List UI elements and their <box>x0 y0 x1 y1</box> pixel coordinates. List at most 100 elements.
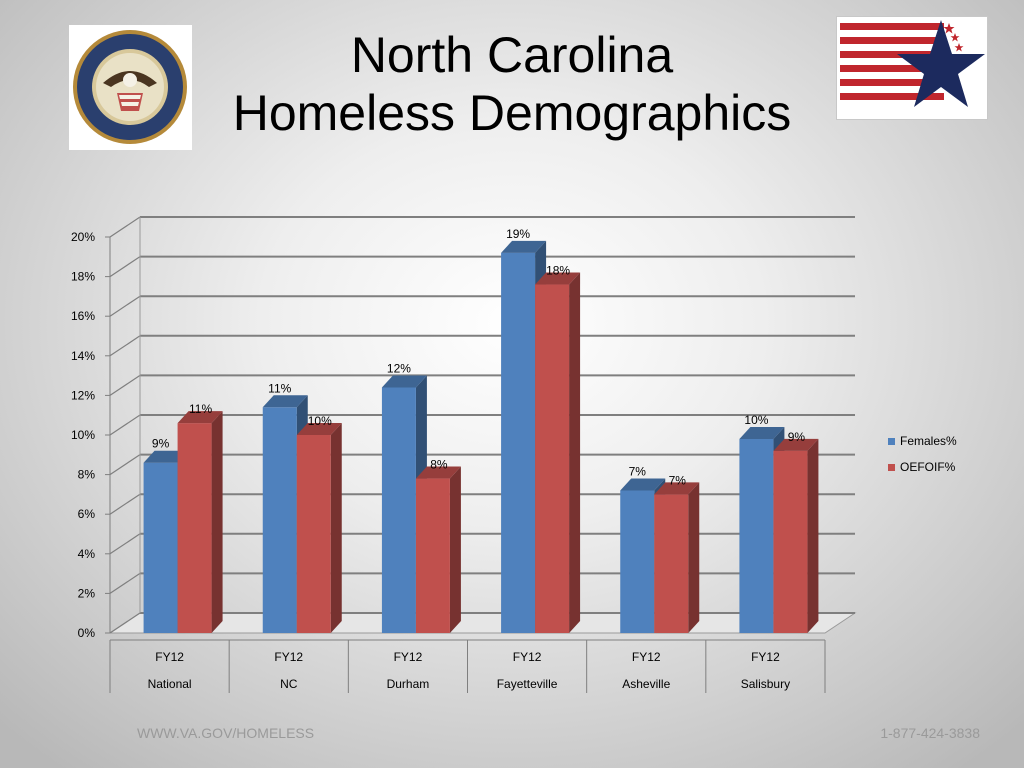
title-line-1: North Carolina <box>350 27 674 83</box>
title-line-2: Homeless Demographics <box>232 85 792 141</box>
data-label: 10% <box>744 413 768 427</box>
bar-top <box>773 438 819 451</box>
y-tick-label: 0% <box>78 626 96 640</box>
x-tick-label-year: FY12 <box>155 650 184 664</box>
x-tick-label-location: Durham <box>387 677 430 691</box>
bar-front <box>535 284 570 633</box>
y-tick-label: 6% <box>78 507 96 521</box>
y-tick-label: 12% <box>71 388 95 402</box>
y-tick-label: 2% <box>78 586 96 600</box>
gridline-depth <box>109 454 141 476</box>
data-label: 19% <box>506 227 530 241</box>
bar <box>535 272 581 633</box>
va-seal-icon <box>73 30 187 144</box>
data-label: 8% <box>430 458 448 472</box>
x-tick-label-location: Salisbury <box>741 677 790 691</box>
bar-top <box>415 466 461 479</box>
footer-phone: 1-877-424-3838 <box>880 725 980 741</box>
x-tick-label-location: NC <box>280 677 298 691</box>
legend-swatch-oefoif <box>888 463 895 471</box>
bar-top <box>143 450 189 463</box>
bar-front <box>415 478 450 633</box>
y-tick-label: 20% <box>71 230 95 244</box>
gridline-depth <box>109 493 141 515</box>
y-tick-label: 10% <box>71 428 95 442</box>
bar-side <box>211 411 223 633</box>
data-label: 7% <box>669 473 687 487</box>
bar-top <box>296 423 342 435</box>
legend-item-oefoif: OEFOIF% <box>888 454 957 480</box>
gridline-depth <box>109 612 141 634</box>
bar-front <box>739 438 774 633</box>
x-tick-label-year: FY12 <box>513 650 542 664</box>
bar-front <box>381 387 416 633</box>
bar-top <box>381 375 427 388</box>
data-label: 12% <box>387 361 411 375</box>
data-label: 11% <box>268 381 291 395</box>
bar-front <box>177 423 212 633</box>
bar-side <box>807 438 819 633</box>
data-label: 9% <box>788 430 806 444</box>
chart-legend: Females% OEFOIF% <box>888 428 957 480</box>
y-tick-label: 4% <box>78 547 96 561</box>
bar <box>415 466 461 633</box>
bar-top <box>177 411 223 424</box>
y-tick-label: 16% <box>71 309 95 323</box>
visn-six-logo <box>836 16 988 120</box>
bar-front <box>654 494 689 633</box>
x-tick-label-year: FY12 <box>632 650 661 664</box>
gridline-depth <box>109 414 141 436</box>
bar <box>177 411 223 633</box>
x-tick-label-location: National <box>148 677 192 691</box>
bar-top <box>501 240 547 253</box>
bar <box>773 438 819 633</box>
y-tick-label: 8% <box>78 468 96 482</box>
gridline-depth <box>109 374 141 396</box>
legend-swatch-females <box>888 437 895 445</box>
data-label: 7% <box>629 464 647 478</box>
bar-side <box>449 466 461 633</box>
bar <box>381 375 427 633</box>
bar-front <box>143 462 178 633</box>
data-label: 10% <box>308 414 332 428</box>
legend-label-females: Females% <box>900 434 957 448</box>
bar-front <box>773 450 808 633</box>
footer-website: WWW.VA.GOV/HOMELESS <box>137 725 315 741</box>
gridline-depth <box>109 256 141 278</box>
bar-side <box>688 482 700 633</box>
gridline-depth <box>109 216 141 238</box>
bar-top <box>654 482 700 495</box>
bar-front <box>296 435 331 633</box>
gridline-depth <box>109 335 141 357</box>
visn-star-flag-icon <box>840 20 985 107</box>
data-label: 11% <box>189 402 212 416</box>
bar-top <box>535 272 581 285</box>
slide-title: North Carolina Homeless Demographics <box>180 26 844 142</box>
y-tick-label: 18% <box>71 270 95 284</box>
bar-side <box>330 423 342 633</box>
legend-label-oefoif: OEFOIF% <box>900 460 956 474</box>
x-tick-label-year: FY12 <box>274 650 303 664</box>
bar-top <box>739 426 785 439</box>
x-tick-label-year: FY12 <box>394 650 423 664</box>
bar-front <box>262 407 297 633</box>
bar-top <box>620 478 666 491</box>
y-tick-label: 14% <box>71 349 95 363</box>
bar <box>654 482 700 633</box>
legend-item-females: Females% <box>888 428 957 454</box>
bar <box>296 423 342 633</box>
bar-side <box>569 272 581 633</box>
bar-front <box>501 252 536 633</box>
va-seal-logo <box>69 25 192 150</box>
bar-front <box>620 490 655 633</box>
x-tick-label-year: FY12 <box>751 650 780 664</box>
x-tick-label-location: Asheville <box>622 677 670 691</box>
gridline-depth <box>109 572 141 594</box>
data-label: 9% <box>152 437 170 451</box>
data-label: 18% <box>546 264 570 278</box>
gridline-depth <box>109 295 141 317</box>
x-tick-label-location: Fayetteville <box>497 677 558 691</box>
bar-top <box>262 395 308 408</box>
gridline-depth <box>109 533 141 555</box>
